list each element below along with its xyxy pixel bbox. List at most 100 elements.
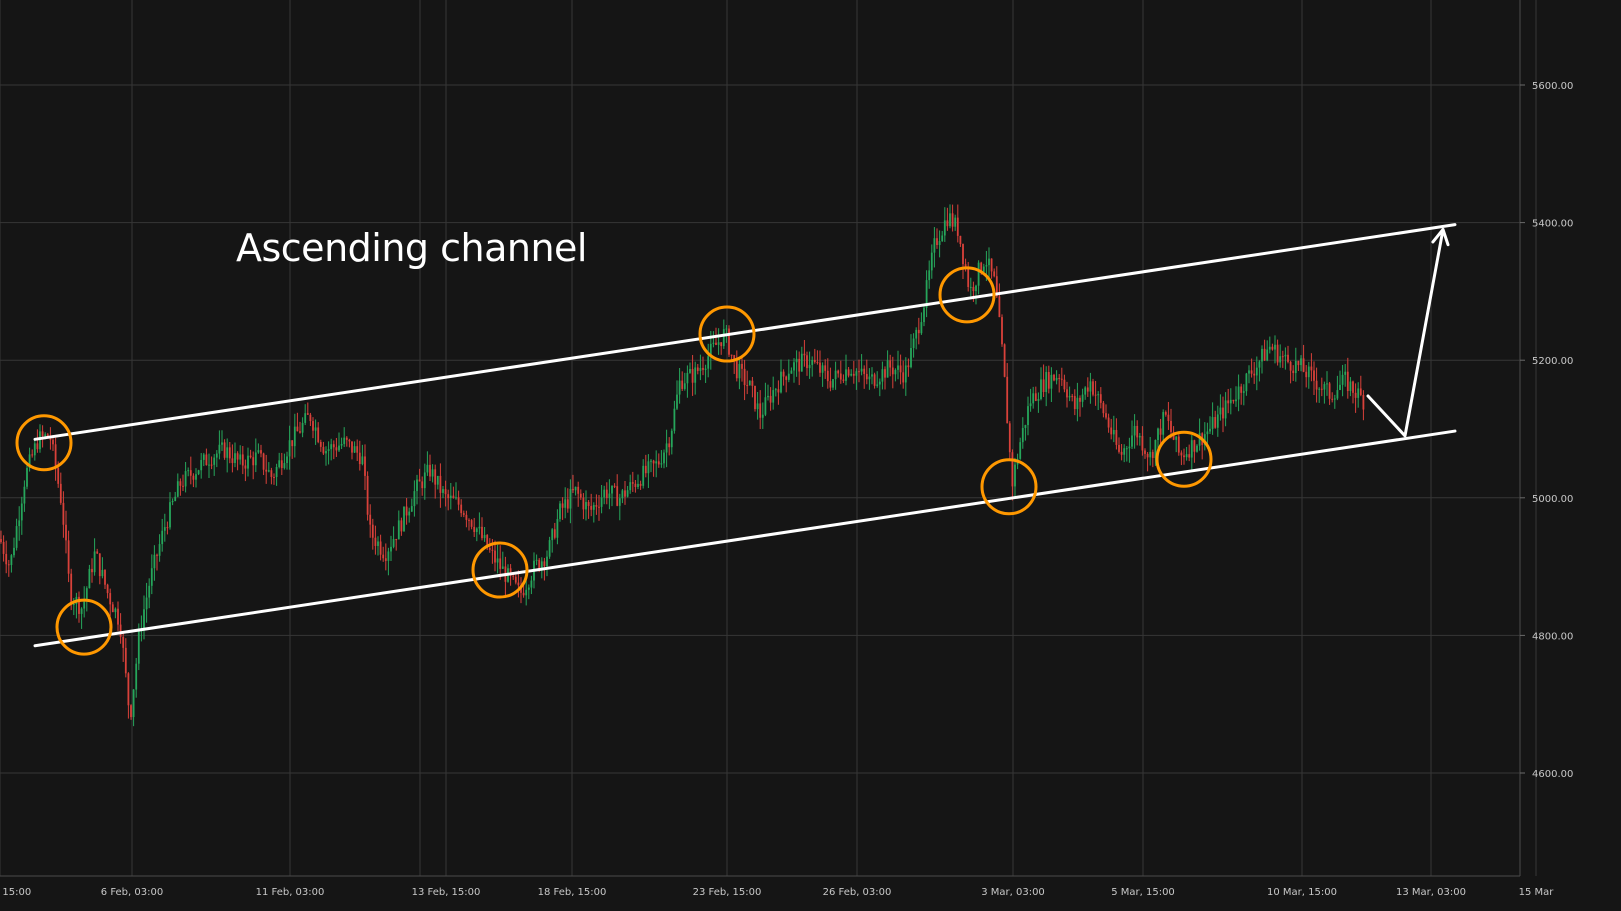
candle-body	[834, 370, 837, 380]
candle-body	[223, 442, 226, 458]
candle-body	[561, 503, 564, 508]
candle-body	[785, 376, 788, 380]
candle-body	[327, 449, 330, 451]
candle-body	[962, 244, 964, 265]
candle-body	[423, 472, 426, 489]
candle-body	[33, 443, 36, 456]
candle-body	[1146, 453, 1149, 458]
candle-body	[1034, 393, 1037, 401]
candle-body	[1076, 397, 1079, 410]
candle-body	[715, 342, 717, 345]
candle-body	[145, 597, 148, 610]
candle-body	[912, 338, 915, 348]
candle-body	[7, 564, 10, 566]
candle-body	[1071, 395, 1074, 397]
candle-body	[49, 437, 52, 440]
candle-body	[1219, 407, 1222, 415]
candle-body	[330, 444, 333, 450]
candle-body	[475, 528, 478, 533]
candle-body	[629, 482, 632, 491]
candle-body	[650, 460, 652, 462]
candle-body	[280, 460, 283, 469]
candle-body	[930, 252, 933, 271]
x-tick-label: 26 Feb, 03:00	[823, 887, 892, 898]
candle-body	[23, 486, 26, 504]
x-tick-label: 10 Mar, 15:00	[1267, 887, 1337, 898]
candle-body	[309, 414, 312, 422]
candle-body	[1263, 348, 1266, 361]
candle-body	[1180, 452, 1183, 456]
candle-body	[241, 454, 244, 466]
candle-body	[288, 440, 291, 457]
candle-body	[124, 647, 127, 674]
candle-body	[1006, 376, 1009, 424]
candle-body	[304, 413, 307, 423]
candle-body	[301, 422, 304, 433]
candle-body	[850, 373, 853, 376]
candle-body	[1362, 394, 1365, 410]
candle-body	[405, 506, 408, 516]
touch-point-circle	[55, 598, 113, 656]
candle-body	[403, 506, 405, 532]
candle-body	[1120, 451, 1123, 455]
candle-body	[358, 452, 361, 465]
candle-body	[221, 442, 223, 445]
candle-body	[67, 540, 70, 574]
candle-body	[1141, 435, 1144, 451]
candle-body	[751, 380, 754, 386]
candle-body	[787, 373, 790, 380]
candle-body	[535, 559, 538, 561]
candle-body	[78, 596, 80, 614]
candle-body	[663, 452, 665, 464]
candle-body	[798, 358, 801, 372]
candle-body	[725, 328, 728, 330]
candle-body	[712, 342, 715, 344]
candle-body	[496, 558, 499, 563]
candle-body	[699, 367, 702, 371]
candle-body	[161, 530, 164, 545]
candle-body	[613, 485, 616, 487]
candle-body	[855, 371, 858, 376]
candle-body	[293, 426, 296, 447]
candle-body	[299, 431, 301, 433]
candle-body	[192, 475, 195, 480]
candle-body	[782, 371, 785, 377]
candle-body	[392, 539, 395, 547]
candle-body	[1172, 431, 1175, 440]
candle-body	[704, 368, 707, 370]
candle-body	[0, 539, 2, 543]
candle-body	[208, 464, 210, 466]
candle-body	[91, 568, 93, 573]
candle-body	[101, 569, 104, 577]
candle-body	[665, 443, 668, 453]
candle-body	[1086, 387, 1089, 392]
candle-body	[839, 373, 842, 380]
candle-body	[748, 380, 751, 386]
candle-body	[127, 673, 130, 706]
candle-body	[618, 498, 621, 506]
candle-body	[1097, 394, 1100, 396]
candle-body	[512, 575, 515, 577]
candle-body	[813, 359, 816, 363]
candle-body	[881, 369, 884, 382]
candle-body	[1313, 370, 1315, 381]
candle-body	[88, 568, 91, 589]
candle-body	[670, 430, 673, 448]
candle-body	[1261, 348, 1263, 362]
candle-body	[637, 483, 639, 488]
candle-body	[1105, 413, 1107, 418]
candle-body	[1245, 373, 1248, 392]
candle-body	[176, 481, 179, 497]
candle-body	[777, 389, 780, 393]
x-tick-label: 3 Mar, 03:00	[981, 887, 1045, 898]
candle-body	[1198, 433, 1201, 446]
candle-body	[169, 502, 171, 528]
candle-body	[379, 541, 382, 555]
candle-body	[527, 587, 530, 590]
candle-body	[1042, 379, 1045, 392]
candle-body	[322, 446, 325, 454]
candle-body	[413, 491, 416, 507]
candle-body	[894, 369, 897, 375]
candle-body	[483, 535, 486, 539]
candle-body	[410, 506, 413, 512]
